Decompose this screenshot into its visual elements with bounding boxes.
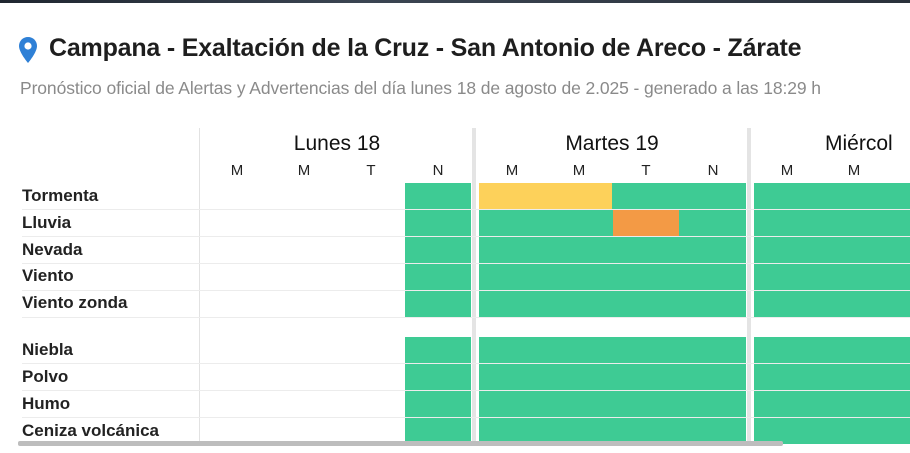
row-label-humo: Humo (22, 394, 71, 413)
row-label-nevada: Nevada (22, 240, 83, 259)
row-label-viento-zonda: Viento zonda (22, 293, 128, 312)
alert-cell (754, 364, 910, 390)
day-separator (747, 128, 751, 445)
row-label-tormenta: Tormenta (22, 186, 99, 205)
row-divider (22, 417, 910, 418)
row-label-lluvia: Lluvia (22, 213, 72, 232)
row-label-viento: Viento (22, 266, 74, 285)
row-divider (22, 236, 910, 237)
top-border (0, 0, 910, 3)
alert-cell (754, 391, 910, 417)
alert-cell (405, 337, 471, 363)
page-subtitle: Pronóstico oficial de Alertas y Adverten… (20, 78, 821, 98)
alert-cell (754, 291, 910, 317)
day-header: Miércol (825, 132, 893, 155)
alert-cell (405, 237, 471, 263)
slot-header: M (572, 162, 586, 179)
slot-header: M (847, 162, 861, 179)
alert-cell (405, 291, 471, 317)
slot-header: M (505, 162, 519, 179)
alert-cell (405, 210, 471, 236)
slot-header: M (297, 162, 311, 179)
alert-cell (479, 418, 746, 444)
alert-cell (479, 391, 746, 417)
slot-header: N (707, 162, 719, 179)
row-divider (22, 209, 910, 210)
alert-cell (405, 264, 471, 290)
row-divider (22, 390, 910, 391)
alert-cell (754, 418, 910, 444)
grid-line (199, 128, 200, 445)
row-divider (22, 363, 910, 364)
row-label-ceniza-volcanica: Ceniza volcánica (22, 421, 160, 440)
day-header: Lunes 18 (293, 132, 381, 155)
slot-header: M (230, 162, 244, 179)
row-label-polvo: Polvo (22, 367, 69, 386)
alert-cell (405, 391, 471, 417)
slot-header: N (432, 162, 444, 179)
alert-cell (405, 418, 471, 444)
slot-header: T (641, 162, 651, 179)
alert-cell (754, 237, 910, 263)
alert-cell (479, 210, 746, 236)
map-pin-icon (19, 37, 37, 63)
alert-cell-orange (613, 210, 679, 236)
alert-cell (479, 291, 746, 317)
alert-cell (405, 364, 471, 390)
alert-cell (479, 264, 746, 290)
alert-cell (754, 210, 910, 236)
alert-cell (754, 183, 910, 209)
alert-grid: Lunes 18 Martes 19 Miércol M M T N M M T… (0, 128, 910, 453)
alert-cell (479, 364, 746, 390)
day-header: Martes 19 (565, 132, 659, 155)
slot-header: M (780, 162, 794, 179)
row-divider (22, 290, 910, 291)
alert-cell-yellow (479, 183, 612, 209)
alert-cell (479, 337, 746, 363)
alert-cell (405, 183, 471, 209)
alert-cell (754, 337, 910, 363)
page-title: Campana - Exaltación de la Cruz - San An… (49, 34, 802, 62)
row-divider (22, 317, 910, 318)
slot-header: T (366, 162, 376, 179)
row-label-niebla: Niebla (22, 340, 74, 359)
alert-cell (479, 237, 746, 263)
alert-cell (754, 264, 910, 290)
row-divider (22, 263, 910, 264)
day-separator (472, 128, 476, 445)
horizontal-scrollbar[interactable] (18, 441, 783, 446)
